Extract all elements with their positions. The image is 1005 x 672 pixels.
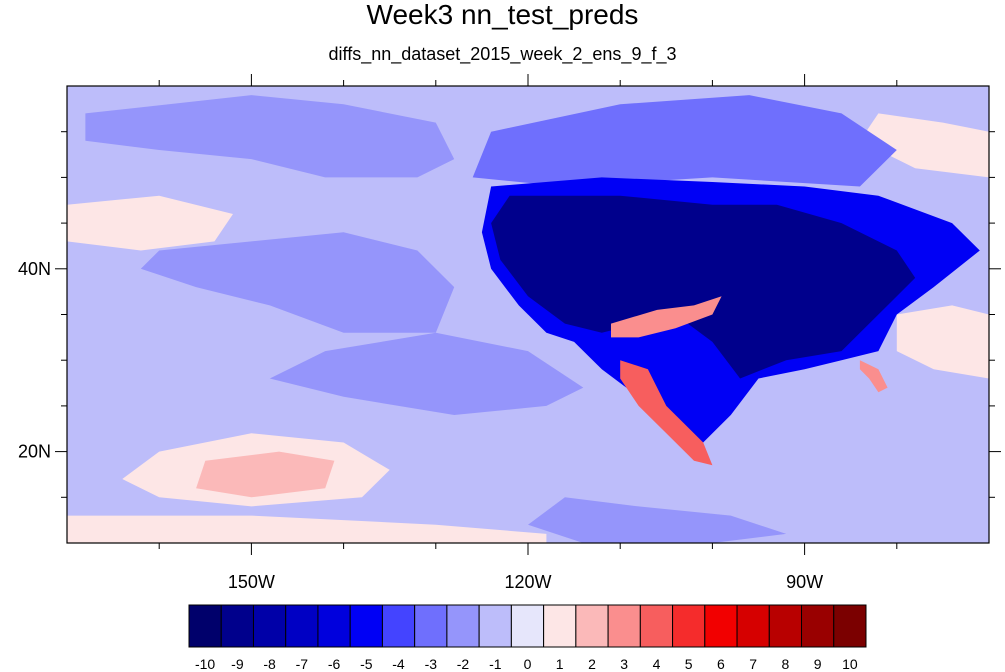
anomaly-region <box>528 497 787 543</box>
colorbar-label: 6 <box>717 656 725 672</box>
anomaly-region <box>491 195 916 379</box>
x-tick-label: 150W <box>228 572 275 592</box>
colorbar-box <box>575 604 609 648</box>
map-plot-area <box>67 86 989 543</box>
colorbar-box <box>220 604 254 648</box>
colorbar-box <box>672 604 706 648</box>
colorbar-label: -2 <box>457 656 470 672</box>
anomaly-region <box>67 195 233 251</box>
colorbar-label: 3 <box>620 656 628 672</box>
colorbar-label: 10 <box>842 656 858 672</box>
y-tick-label: 40N <box>18 259 51 279</box>
colorbar-label: 9 <box>814 656 822 672</box>
colorbar-box <box>446 604 480 648</box>
colorbar-box <box>510 604 545 648</box>
y-tick-label: 20N <box>18 442 51 462</box>
colorbar-label: -1 <box>489 656 502 672</box>
anomaly-region <box>196 451 335 498</box>
colorbar-label: -5 <box>360 656 373 672</box>
colorbar-box <box>543 604 577 648</box>
colorbar-box <box>704 604 738 648</box>
anomaly-region <box>859 113 989 178</box>
colorbar-box <box>317 604 351 648</box>
colorbar-box <box>188 604 222 648</box>
colorbar-label: 5 <box>685 656 693 672</box>
anomaly-region <box>620 360 713 466</box>
colorbar-box <box>833 604 867 648</box>
colorbar-box <box>414 604 448 648</box>
colorbar-box <box>349 604 383 648</box>
anomaly-region <box>611 296 722 338</box>
colorbar-box <box>639 604 674 648</box>
colorbar-label: 7 <box>749 656 757 672</box>
colorbar-label: -8 <box>263 656 276 672</box>
colorbar-label: -6 <box>328 656 341 672</box>
chart-subtitle: diffs_nn_dataset_2015_week_2_ens_9_f_3 <box>328 44 677 64</box>
colorbar-label: 8 <box>782 656 790 672</box>
colorbar-label: -7 <box>296 656 309 672</box>
colorbar: -10 -9 -8 -7 -6 -5 -4 -3 -2 -1 0 1 2 3 4 5 6 7 8 9 10 <box>188 604 867 672</box>
colorbar-box <box>478 604 512 648</box>
x-tick-label: 90W <box>786 572 823 592</box>
colorbar-box <box>252 604 287 648</box>
colorbar-box <box>381 604 416 648</box>
colorbar-box <box>285 604 319 648</box>
anomaly-region <box>472 95 897 187</box>
chart-title: Week3 nn_test_preds <box>366 0 639 30</box>
anomaly-region <box>67 515 547 543</box>
anomaly-region <box>269 332 584 415</box>
colorbar-box <box>801 604 835 648</box>
colorbar-label: 1 <box>556 656 564 672</box>
colorbar-box <box>768 604 803 648</box>
colorbar-box <box>736 604 770 648</box>
anomaly-region <box>896 305 989 379</box>
colorbar-label: -3 <box>425 656 438 672</box>
colorbar-label: -10 <box>195 656 215 672</box>
map-axes: 150W 120W 90W 40N 20N <box>18 74 1001 592</box>
colorbar-label: 2 <box>588 656 596 672</box>
x-tick-label: 120W <box>504 572 551 592</box>
colorbar-box <box>607 604 641 648</box>
colorbar-label: 4 <box>653 656 661 672</box>
colorbar-label: 0 <box>524 656 532 672</box>
colorbar-label: -9 <box>231 656 244 672</box>
anomaly-region <box>85 95 455 178</box>
anomaly-region <box>140 232 455 333</box>
anomaly-region <box>859 360 888 393</box>
colorbar-label: -4 <box>392 656 405 672</box>
